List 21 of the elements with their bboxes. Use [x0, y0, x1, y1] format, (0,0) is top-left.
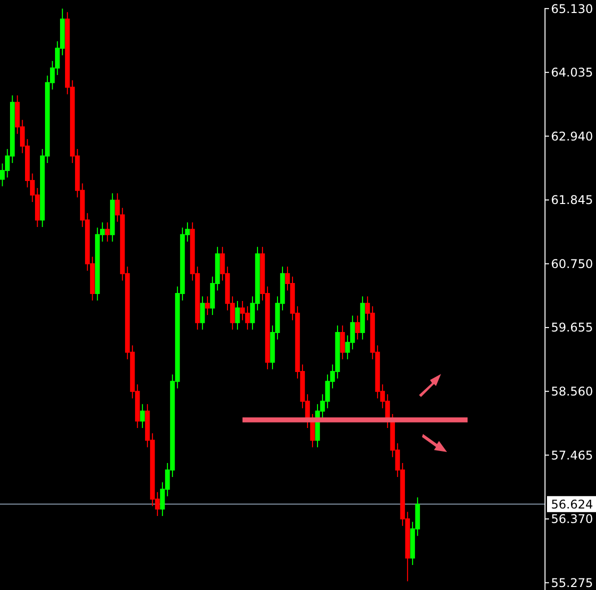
y-tick-label: 55.275	[551, 576, 593, 590]
candlestick	[235, 300, 240, 330]
y-tick-label: 65.130	[551, 2, 593, 16]
y-tick-label: 56.370	[551, 512, 593, 526]
candlestick	[205, 296, 210, 316]
candlestick	[340, 325, 345, 360]
y-tick-label: 62.940	[551, 129, 593, 144]
y-tick-label: 57.465	[551, 448, 593, 462]
y-tick-label: 58.560	[551, 384, 593, 399]
y-tick-label: 64.035	[551, 66, 593, 80]
candlestick	[105, 222, 110, 242]
y-tick-label: 59.655	[551, 320, 593, 335]
candlestick	[200, 296, 205, 330]
y-tick-label: 61.845	[551, 193, 593, 208]
y-tick-label: 60.750	[551, 256, 593, 271]
candlestick	[360, 296, 365, 340]
candlestick	[110, 192, 115, 242]
candlestick	[310, 414, 315, 448]
candlestick	[140, 404, 145, 429]
candlestick	[355, 315, 360, 340]
ref-line-label: 56.624	[551, 497, 593, 512]
